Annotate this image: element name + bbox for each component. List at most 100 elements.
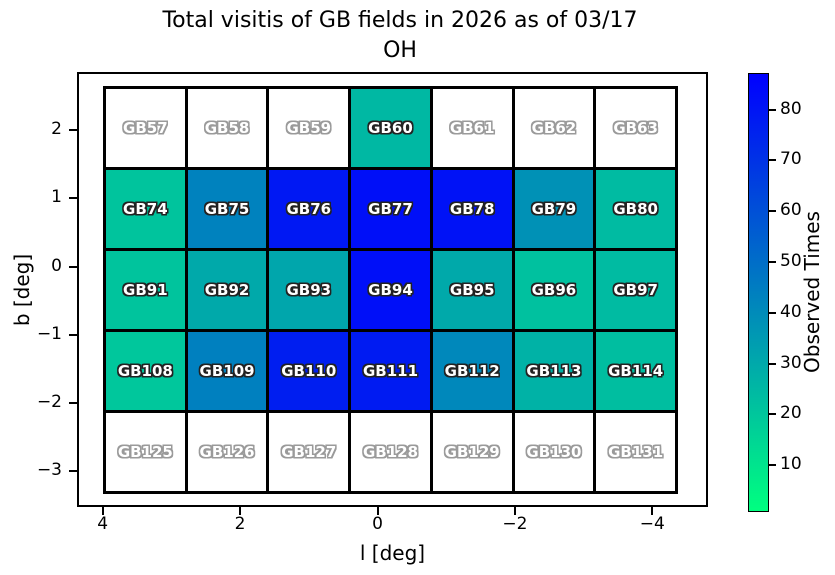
field-cell-gb92: GB92 <box>187 251 267 329</box>
field-cell-gb111: GB111 <box>351 332 430 410</box>
tick-label: −2 <box>36 392 62 413</box>
tick-label: 2 <box>234 514 246 534</box>
field-label: GB130 <box>526 443 582 461</box>
field-label: GB112 <box>444 362 500 380</box>
field-cell-gb113: GB113 <box>514 332 594 410</box>
field-cell-gb79: GB79 <box>514 170 594 248</box>
field-label: GB114 <box>608 362 664 380</box>
chart-title-line2: OH <box>383 38 417 63</box>
field-label: GB77 <box>368 200 413 218</box>
field-label: GB127 <box>281 443 337 461</box>
tick-mark <box>376 507 379 515</box>
field-label: GB126 <box>199 443 255 461</box>
y-axis-label: b [deg] <box>10 253 34 327</box>
field-label: GB92 <box>204 281 250 299</box>
field-label: GB97 <box>613 281 658 299</box>
field-cell-gb77: GB77 <box>351 170 430 248</box>
field-cell-gb76: GB76 <box>269 170 349 248</box>
field-cell-gb59: GB59 <box>269 89 349 167</box>
field-label: GB76 <box>286 200 332 218</box>
field-cell-gb74: GB74 <box>106 170 185 248</box>
tick-label: −3 <box>36 460 62 481</box>
tick-label: 20 <box>780 403 802 424</box>
chart-title-line1: Total visitis of GB fields in 2026 as of… <box>162 8 638 33</box>
field-label: GB96 <box>531 281 577 299</box>
tick-mark <box>651 507 654 515</box>
field-cell-gb80: GB80 <box>596 170 675 248</box>
field-cell-gb62: GB62 <box>514 89 594 167</box>
field-cell-gb97: GB97 <box>596 251 675 329</box>
tick-mark <box>769 362 776 365</box>
tick-label: 0 <box>372 514 383 534</box>
tick-label: −2 <box>502 514 528 534</box>
field-cell-gb110: GB110 <box>269 332 349 410</box>
x-axis-label: l [deg] <box>359 541 426 565</box>
field-cell-gb63: GB63 <box>596 89 675 167</box>
field-cell-gb96: GB96 <box>514 251 594 329</box>
field-cell-gb75: GB75 <box>187 170 267 248</box>
tick-mark <box>101 507 104 515</box>
field-label: GB109 <box>199 362 255 380</box>
field-label: GB60 <box>368 119 413 137</box>
tick-mark <box>239 507 242 515</box>
heatmap-grid: GB57 GB58 GB59 GB60 GB61 GB62 GB63 GB74 GB75 GB76… <box>103 86 678 494</box>
field-cell-gb60: GB60 <box>351 89 430 167</box>
field-label: GB93 <box>286 281 332 299</box>
field-cell-gb95: GB95 <box>432 251 512 329</box>
field-cell-gb127: GB127 <box>269 413 349 491</box>
tick-mark <box>769 108 776 111</box>
colorbar <box>748 73 769 512</box>
tick-label: 4 <box>97 514 109 534</box>
field-cell-gb93: GB93 <box>269 251 349 329</box>
field-label: GB79 <box>531 200 577 218</box>
tick-label: 70 <box>780 149 802 170</box>
field-label: GB108 <box>117 362 173 380</box>
field-cell-gb58: GB58 <box>187 89 267 167</box>
field-label: GB78 <box>449 200 495 218</box>
tick-mark <box>769 159 776 162</box>
field-label: GB94 <box>368 281 413 299</box>
field-label: GB110 <box>281 362 337 380</box>
field-label: GB59 <box>286 119 332 137</box>
field-label: GB57 <box>123 119 168 137</box>
tick-mark <box>769 464 776 467</box>
tick-mark <box>69 265 77 268</box>
field-cell-gb114: GB114 <box>596 332 675 410</box>
field-label: GB95 <box>449 281 495 299</box>
tick-mark <box>769 261 776 263</box>
field-label: GB61 <box>449 119 495 137</box>
tick-label: 80 <box>780 98 802 119</box>
tick-mark <box>69 402 77 405</box>
field-label: GB62 <box>531 119 577 137</box>
tick-label: 10 <box>780 454 802 475</box>
tick-label: 1 <box>51 187 62 208</box>
field-label: GB80 <box>613 200 658 218</box>
tick-label: 0 <box>51 255 62 276</box>
field-label: GB125 <box>117 443 173 461</box>
tick-label: −4 <box>639 514 665 534</box>
tick-label: 50 <box>780 251 802 271</box>
field-label: GB128 <box>362 443 419 461</box>
tick-mark <box>769 413 776 416</box>
field-label: GB91 <box>123 281 168 299</box>
tick-label: 2 <box>51 118 62 139</box>
chart-title: Total visitis of GB fields in 2026 as of… <box>0 6 800 66</box>
colorbar-label: Observed Times <box>800 211 824 373</box>
field-label: GB75 <box>204 200 250 218</box>
field-cell-gb108: GB108 <box>106 332 185 410</box>
tick-label: 40 <box>780 301 802 322</box>
tick-label: 30 <box>780 352 802 373</box>
tick-mark <box>69 470 77 473</box>
field-label: GB74 <box>123 200 168 218</box>
field-cell-gb61: GB61 <box>432 89 512 167</box>
tick-mark <box>769 311 776 314</box>
field-cell-gb78: GB78 <box>432 170 512 248</box>
field-cell-gb57: GB57 <box>106 89 185 167</box>
field-label: GB129 <box>444 443 500 461</box>
tick-label: −1 <box>36 323 62 344</box>
field-label: GB111 <box>362 362 419 380</box>
field-cell-gb130: GB130 <box>514 413 594 491</box>
field-label: GB58 <box>204 119 250 137</box>
tick-label: 60 <box>780 200 802 221</box>
field-cell-gb91: GB91 <box>106 251 185 329</box>
